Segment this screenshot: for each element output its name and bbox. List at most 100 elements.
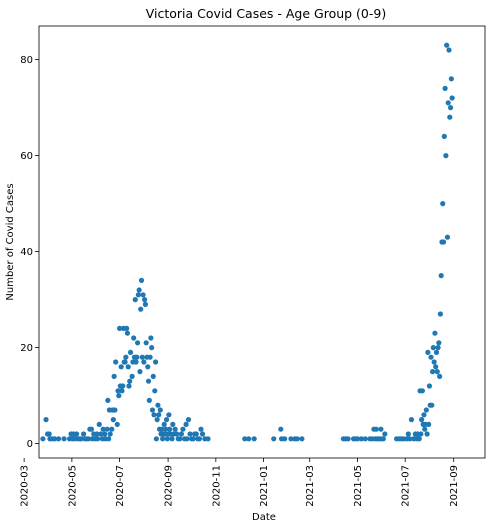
y-axis-label: Number of Covid Cases: [5, 183, 16, 300]
data-point: [433, 364, 439, 370]
data-point: [95, 436, 101, 442]
x-tick-label: 2021-01: [259, 465, 270, 507]
data-point: [163, 426, 169, 432]
data-point: [46, 431, 52, 437]
data-point: [154, 417, 160, 423]
y-tick-label: 60: [20, 151, 33, 162]
data-point: [430, 345, 436, 351]
plot-area-frame: [38, 25, 486, 459]
data-point: [140, 292, 146, 298]
data-point: [421, 412, 427, 418]
data-point: [131, 335, 137, 341]
data-point: [373, 426, 379, 432]
data-point: [141, 359, 147, 365]
data-point: [169, 436, 175, 442]
data-point: [419, 417, 425, 423]
data-point: [111, 373, 117, 379]
data-point: [94, 431, 100, 437]
data-point: [146, 397, 152, 403]
data-point: [43, 417, 49, 423]
data-point: [73, 431, 80, 437]
data-point: [156, 412, 162, 418]
data-point: [149, 345, 155, 351]
data-point: [251, 436, 257, 442]
data-point: [178, 431, 185, 437]
data-point: [98, 431, 104, 437]
data-point: [187, 431, 193, 437]
data-point: [354, 436, 361, 442]
data-point: [429, 369, 436, 375]
data-point: [112, 407, 118, 413]
data-point: [378, 426, 384, 432]
data-point: [88, 426, 95, 432]
x-axis-ticks: 2020-03 2020-05 2020-07 2020-09 2020-11 2021-…: [20, 458, 460, 507]
data-point: [113, 359, 119, 365]
data-point: [440, 201, 446, 207]
data-point: [426, 421, 432, 427]
data-point: [134, 340, 141, 346]
data-points: [40, 42, 455, 442]
data-point: [425, 349, 431, 355]
data-point: [124, 325, 130, 331]
data-point: [170, 421, 176, 427]
data-point: [116, 393, 122, 399]
data-point: [125, 364, 131, 370]
data-point: [81, 431, 87, 437]
data-point: [177, 436, 183, 442]
data-point: [151, 412, 157, 418]
data-point: [134, 354, 140, 360]
data-point: [278, 426, 284, 432]
data-point: [127, 349, 134, 355]
data-point: [288, 436, 294, 442]
data-point: [437, 311, 443, 317]
data-point: [172, 426, 178, 432]
data-point: [85, 436, 91, 442]
data-point: [418, 431, 424, 437]
data-point: [96, 421, 102, 427]
data-point: [445, 100, 451, 106]
data-point: [437, 373, 443, 379]
data-point: [196, 436, 202, 442]
data-point: [147, 354, 153, 360]
data-point: [115, 388, 121, 394]
data-point: [106, 436, 112, 442]
x-tick-label: 2021-07: [401, 465, 412, 507]
y-tick-label: 80: [20, 55, 33, 66]
data-point: [423, 407, 429, 413]
data-point: [426, 383, 433, 389]
data-point: [163, 417, 170, 423]
data-point: [294, 436, 300, 442]
data-point: [205, 436, 211, 442]
data-point: [184, 436, 190, 442]
data-point: [118, 364, 124, 370]
data-point: [444, 234, 451, 240]
x-tick-label: 2021-05: [353, 465, 364, 507]
data-point: [440, 239, 447, 245]
data-point: [435, 345, 441, 351]
y-tick-label: 0: [27, 439, 33, 450]
data-point: [180, 426, 186, 432]
data-point: [149, 407, 156, 413]
data-point: [61, 436, 67, 442]
data-point: [358, 436, 364, 442]
y-axis-ticks: 0 20 40 60 80: [20, 55, 39, 450]
data-point: [55, 436, 62, 442]
data-point: [190, 436, 196, 442]
data-point: [362, 436, 368, 442]
data-point: [416, 436, 422, 442]
x-tick-label: 2020-05: [67, 465, 78, 507]
data-point: [438, 273, 444, 279]
x-tick-label: 2020-07: [115, 465, 126, 507]
data-point: [153, 436, 159, 442]
data-point: [345, 436, 351, 442]
x-tick-label: 2020-09: [164, 465, 175, 507]
data-point: [174, 431, 180, 437]
data-point: [429, 402, 435, 408]
data-point: [443, 153, 449, 159]
data-point: [434, 369, 440, 375]
data-point: [428, 354, 434, 360]
data-point: [447, 105, 454, 111]
y-tick-label: 40: [20, 247, 33, 258]
data-point: [152, 388, 158, 394]
x-tick-label: 2021-09: [449, 465, 460, 507]
